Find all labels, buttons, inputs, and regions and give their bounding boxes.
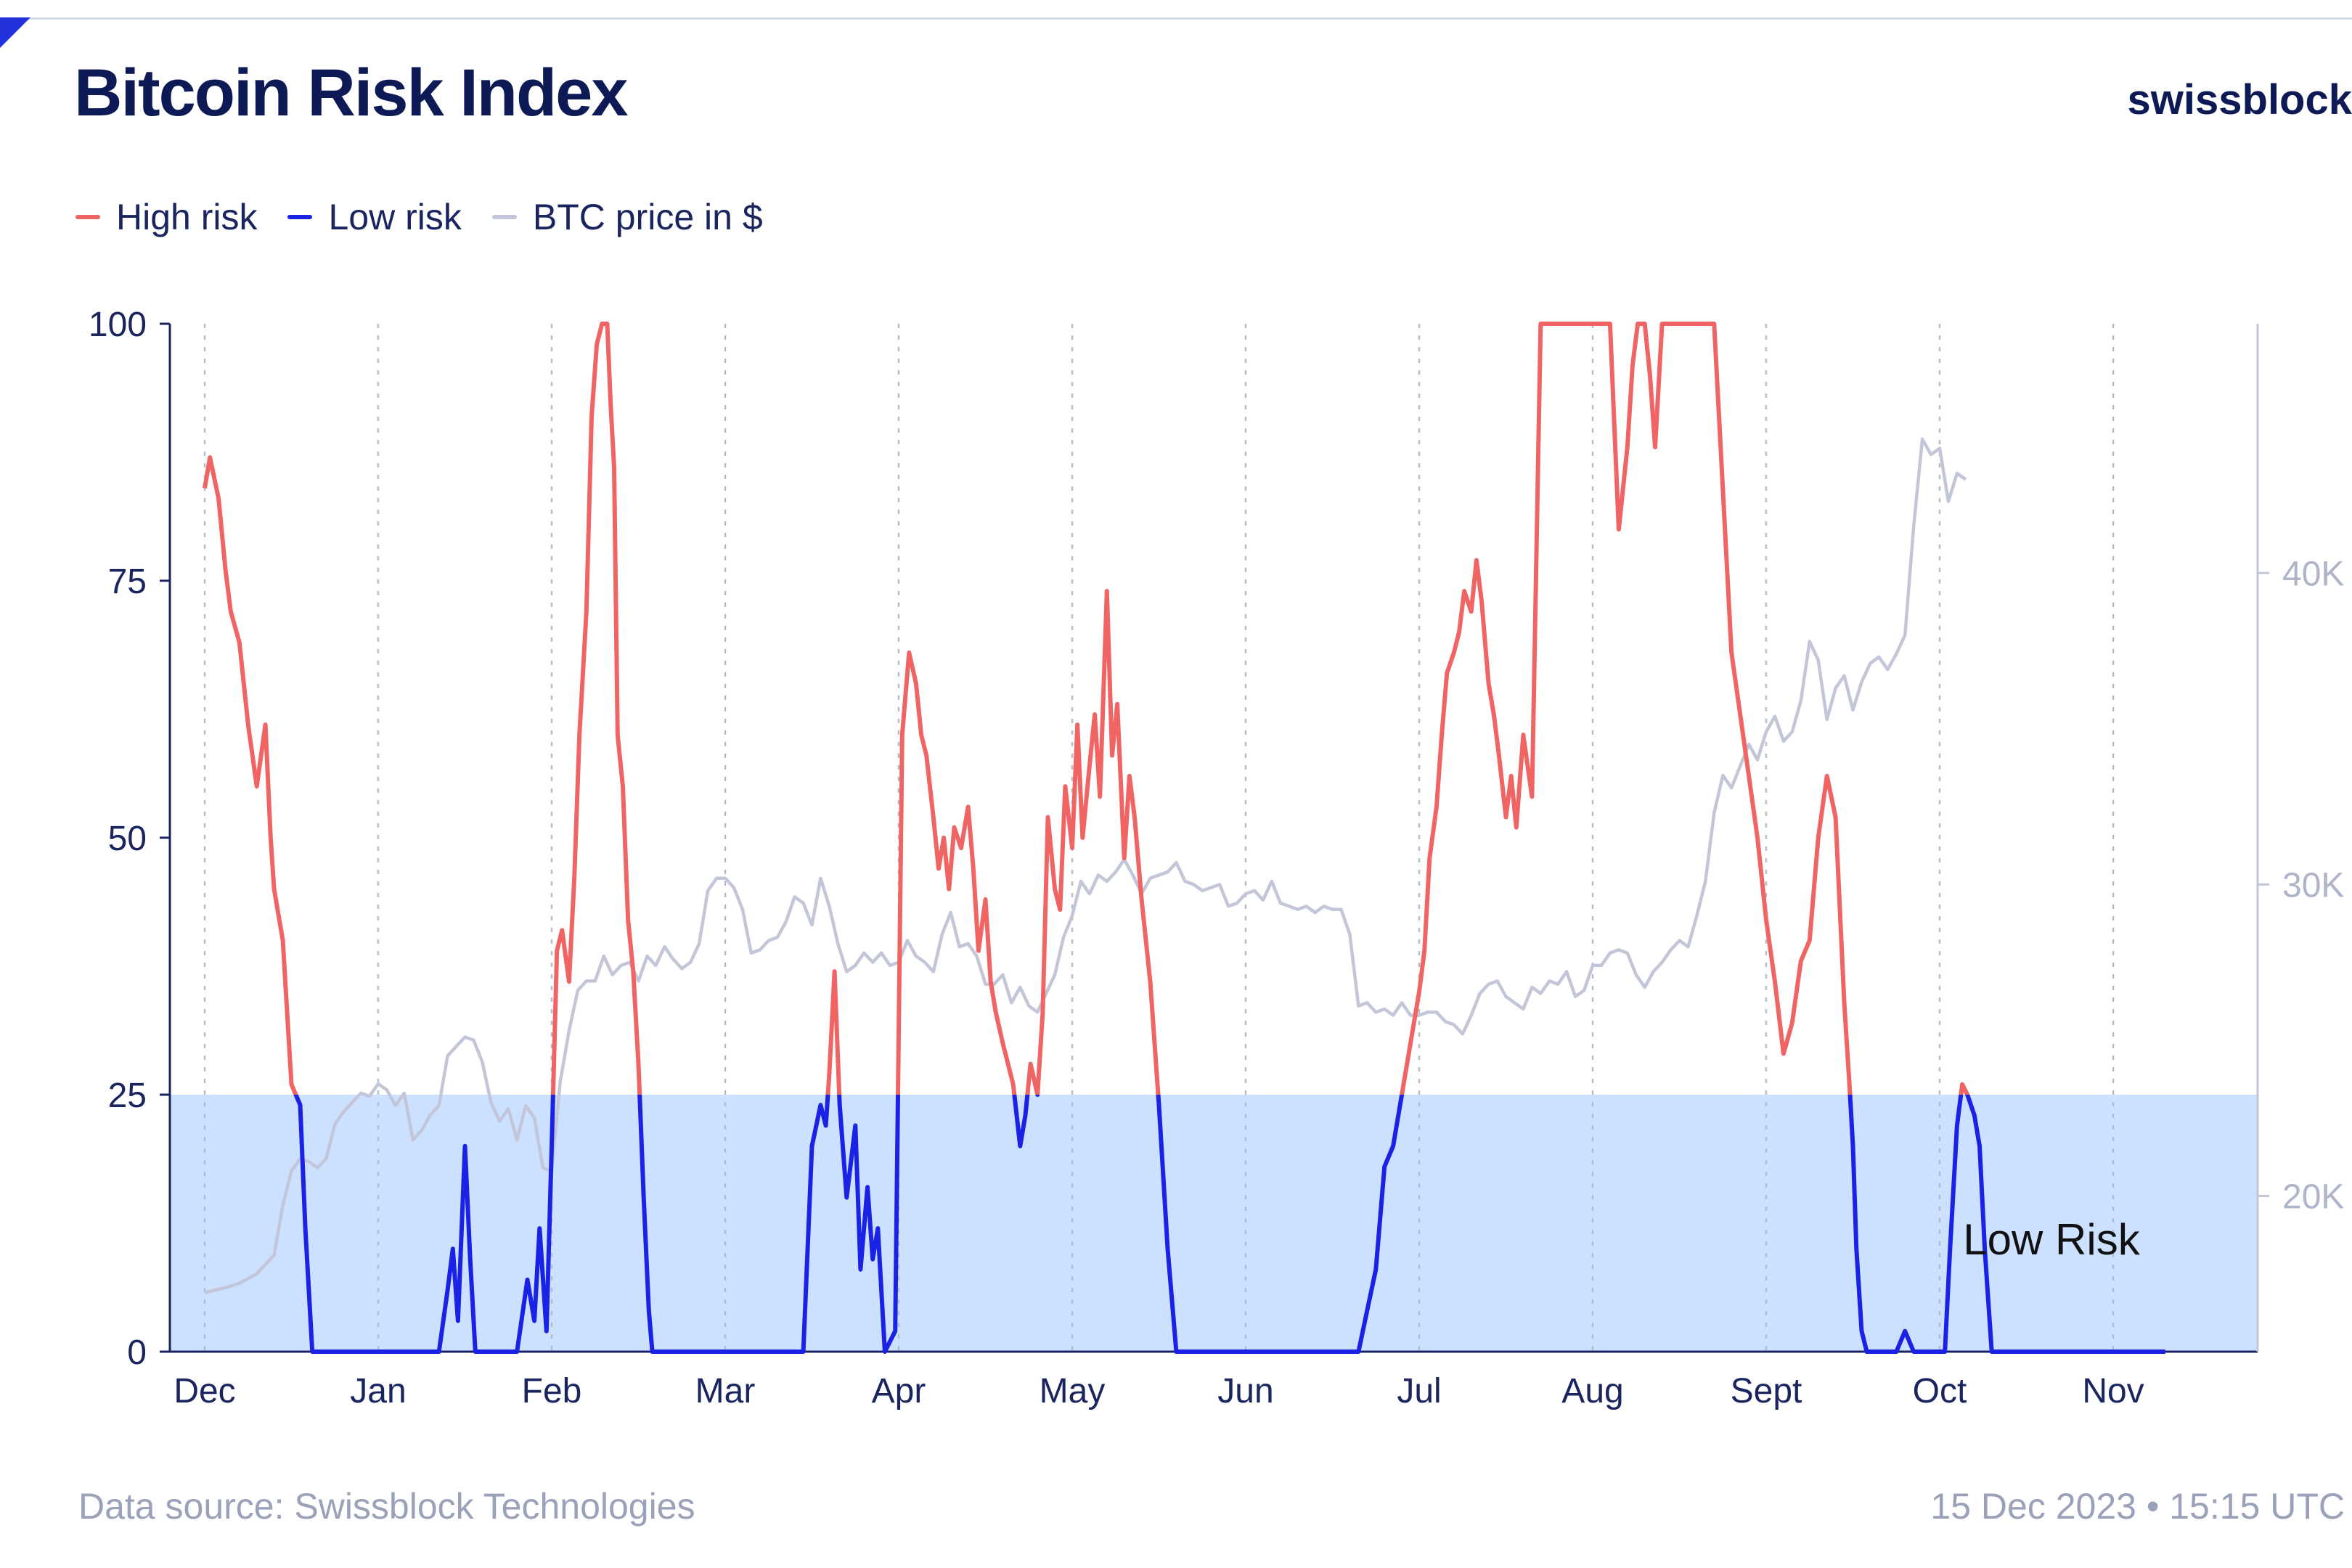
x-tick-label: Apr <box>872 1372 926 1410</box>
y2-tick-label: 40K <box>2282 555 2344 593</box>
legend-item-btc-price: BTC price in $ <box>491 196 763 238</box>
low-risk-zone <box>170 1095 2258 1352</box>
y-tick-label: 50 <box>108 820 147 858</box>
x-tick-label: Sept <box>1731 1372 1802 1410</box>
x-tick-label: Jul <box>1397 1372 1441 1410</box>
legend-swatch-btc-price <box>491 215 517 219</box>
x-tick-label: Dec <box>173 1372 235 1410</box>
chart-legend: High risk Low risk BTC price in $ <box>75 196 793 238</box>
x-tick-label: May <box>1040 1372 1106 1410</box>
top-rule <box>0 17 2352 20</box>
corner-accent <box>0 17 30 48</box>
legend-item-high-risk: High risk <box>75 196 257 238</box>
y-tick-label: 0 <box>127 1334 147 1372</box>
y-tick-label: 100 <box>89 306 147 344</box>
x-tick-label: Aug <box>1561 1372 1623 1410</box>
x-tick-label: Oct <box>1913 1372 1967 1410</box>
brand-logo: swissblock <box>2127 76 2352 123</box>
legend-swatch-low-risk <box>287 215 313 219</box>
legend-label-high-risk: High risk <box>116 197 258 237</box>
data-source-note: Data source: Swissblock Technologies <box>78 1486 695 1527</box>
x-tick-label: Mar <box>695 1372 756 1410</box>
legend-item-low-risk: Low risk <box>287 196 462 238</box>
x-tick-label: Jun <box>1217 1372 1273 1410</box>
x-tick-label: Jan <box>350 1372 406 1410</box>
legend-label-low-risk: Low risk <box>328 197 462 237</box>
x-tick-label: Nov <box>2082 1372 2144 1410</box>
y-tick-label: 75 <box>108 563 147 601</box>
y-tick-label: 25 <box>108 1077 147 1115</box>
btc-price-line <box>204 437 1967 1294</box>
timestamp-note: 15 Dec 2023 • 15:15 UTC <box>1930 1486 2345 1527</box>
legend-swatch-high-risk <box>75 215 100 219</box>
page-title: Bitcoin Risk Index <box>74 56 628 130</box>
y2-tick-label: 30K <box>2282 866 2344 905</box>
x-tick-label: Feb <box>522 1372 582 1410</box>
low-risk-zone-label: Low Risk <box>1963 1215 2140 1264</box>
legend-label-btc-price: BTC price in $ <box>532 197 763 237</box>
y2-tick-label: 20K <box>2282 1177 2344 1216</box>
high-risk-line <box>203 322 1970 1095</box>
